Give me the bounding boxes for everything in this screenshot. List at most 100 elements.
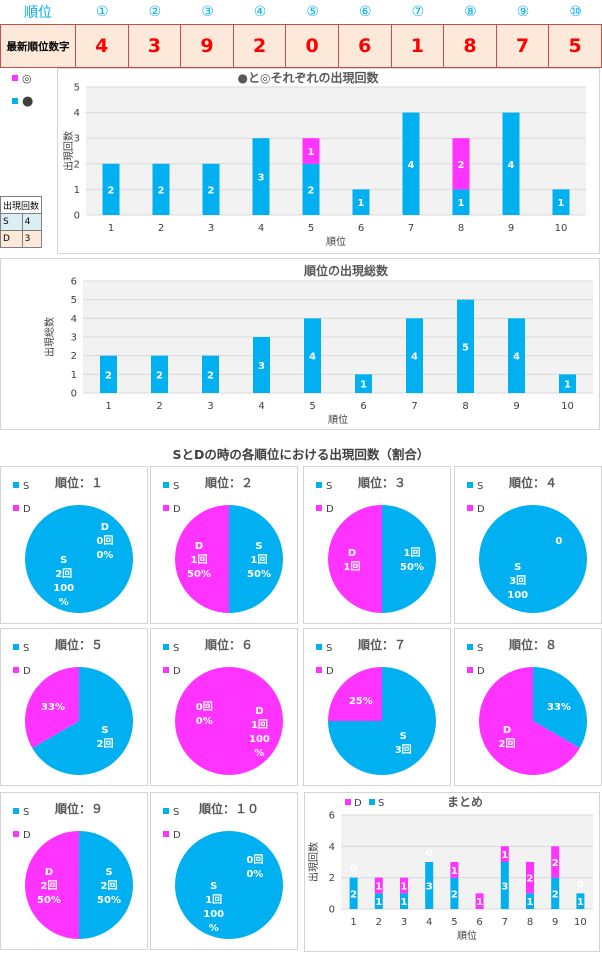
pie-chart-panel: S D 順位：２ S 1回 50% D 1回 50% — [150, 466, 298, 624]
y-tick-label: 2 — [74, 159, 80, 170]
x-tick-label: 8 — [458, 223, 464, 234]
bar-s — [508, 318, 525, 393]
d-legend-swatch — [163, 505, 169, 511]
pie-chart-panel: S D 順位：９ S 2回 50% D 2回 50% — [0, 792, 148, 950]
bar-s — [425, 862, 434, 909]
pie-chart-panel: S D 順位：１ S 2回 100% D 0回 0% — [0, 466, 148, 624]
pie-data-label: 2回 — [41, 880, 58, 892]
rank-row: 順位 ① ② ③ ④ ⑤ ⑥ ⑦ ⑧ ⑨ ⑩ — [0, 0, 602, 24]
bar-data-label: 3 — [501, 882, 508, 893]
chart-title: 順位の出現総数 — [303, 263, 389, 278]
pie-data-label: 1回 — [404, 547, 421, 559]
pie-data-label: 0% — [246, 869, 263, 880]
pie-data-label: 100 — [53, 583, 74, 594]
bar-data-label: 4 — [411, 352, 418, 363]
pie-data-label: 1回 — [344, 561, 361, 573]
d-legend-swatch — [316, 667, 322, 673]
pie-data-label: 50% — [37, 895, 61, 906]
latest-digit-cell: 0 — [286, 24, 339, 68]
pie-chart-panel: S D 順位：６ 0回 0% D 1回 100% — [150, 628, 298, 786]
x-tick-label: 9 — [552, 917, 558, 928]
bar-s — [202, 163, 220, 215]
pie-title: 順位：８ — [508, 637, 557, 652]
pie-slice-d — [328, 505, 382, 613]
pie-chart-panel: S D 順位：３ 1回 50% D 1回 — [303, 466, 451, 624]
header-table: 順位 ① ② ③ ④ ⑤ ⑥ ⑦ ⑧ ⑨ ⑩ 最新順位数字 4 3 9 2 0 6 1 8 7 5 — [0, 0, 602, 68]
x-tick-label: 10 — [561, 401, 574, 412]
y-tick-label: 5 — [71, 295, 77, 306]
pie-chart-panel: S D 順位：１０ S 1回 100% 0回 0% — [150, 792, 298, 950]
pie-title: 順位：１０ — [198, 801, 259, 816]
bar-data-label: 2 — [108, 185, 115, 196]
bar-s — [526, 893, 534, 909]
d-legend-marker: ◎ — [22, 72, 32, 85]
y-tick-label: 2 — [71, 351, 77, 362]
bar-s — [152, 163, 170, 215]
bar-data-label: 4 — [408, 160, 415, 171]
x-axis-label: 順位 — [328, 413, 348, 426]
x-tick-label: 9 — [508, 223, 514, 234]
bar-data-label: 2 — [308, 185, 315, 196]
pie-title: 順位：４ — [508, 475, 557, 490]
d-legend-label: D — [477, 666, 485, 677]
plot-area — [341, 815, 593, 909]
pie-title: 順位：６ — [204, 637, 253, 652]
y-tick-label: 5 — [74, 83, 80, 94]
pie-data-label: D — [195, 541, 203, 552]
pie-slice-s — [229, 505, 283, 613]
count-table-value: 4 — [21, 213, 43, 231]
x-tick-label: 2 — [158, 223, 164, 234]
latest-digit-cell: 5 — [549, 24, 602, 68]
rank-label: 順位 — [24, 5, 52, 21]
x-tick-label: 1 — [350, 917, 356, 928]
s-legend-marker: ● — [22, 94, 33, 109]
d-legend-swatch — [13, 667, 19, 673]
bar-d — [452, 138, 470, 190]
rank-header-cell: ③ — [201, 4, 214, 20]
y-axis-label: 出現総数 — [43, 317, 56, 357]
y-axis-label: 出現回数 — [62, 131, 75, 171]
pie-slice-d — [479, 667, 580, 775]
chart-total-occurrences: 順位の出現総数 0 1 2 3 4 5 6 1 2 3 4 5 6 7 8 9 10 順位 出現総数 2 2 2 3 4 1 4 5 4… — [0, 258, 600, 430]
d-legend-label: D — [23, 830, 31, 841]
rank-header-cell: ④ — [253, 4, 267, 20]
pie-data-label: S — [400, 731, 407, 742]
pie-data-label: 50% — [400, 562, 424, 573]
x-tick-label: 7 — [502, 917, 508, 928]
x-tick-label: 1 — [105, 401, 111, 412]
pie-data-label: 1回 — [191, 554, 208, 566]
rank-header-cell: ① — [96, 4, 109, 20]
latest-label: 最新順位数字 — [0, 24, 76, 68]
s-legend-swatch — [467, 482, 473, 488]
d-legend-label: D — [173, 504, 181, 515]
bar-data-label: 1 — [375, 882, 382, 893]
bar-s — [355, 374, 372, 393]
bar-data-label: 2 — [207, 370, 214, 381]
x-tick-label: 6 — [358, 223, 364, 234]
pie-data-label: % — [59, 597, 69, 608]
pie-data-label: 0 — [555, 536, 562, 547]
bar-data-label: 2 — [208, 185, 215, 196]
pie-chart-panel: S D 順位：５ S 2回 33% — [0, 628, 148, 786]
s-legend-swatch — [13, 644, 19, 650]
pie-chart-panel: S D 順位：７ S 3回 25% — [303, 628, 451, 786]
x-axis-label: 順位 — [457, 929, 477, 942]
d-legend-swatch — [163, 667, 169, 673]
bar-data-label: 3 — [258, 361, 265, 372]
s-legend-swatch — [316, 482, 322, 488]
bar-s — [352, 189, 370, 215]
y-tick-label: 3 — [74, 134, 80, 145]
bar-data-label: 0 — [577, 879, 584, 890]
count-table: 出現回数 S 4 D 3 — [0, 196, 56, 248]
bar-data-label: 2 — [527, 874, 534, 885]
bar-data-label: 1 — [375, 897, 382, 908]
s-legend-swatch — [13, 482, 19, 488]
x-tick-label: 1 — [108, 223, 114, 234]
rank-header-cell: ⑦ — [411, 4, 425, 20]
latest-digit-cell: 4 — [76, 24, 129, 68]
latest-digit-cell: 8 — [444, 24, 497, 68]
bar-data-label: 2 — [156, 370, 163, 381]
bar-data-label: 1 — [501, 850, 508, 861]
s-legend-label: S — [378, 798, 384, 809]
latest-digit-cell: 2 — [233, 24, 287, 68]
